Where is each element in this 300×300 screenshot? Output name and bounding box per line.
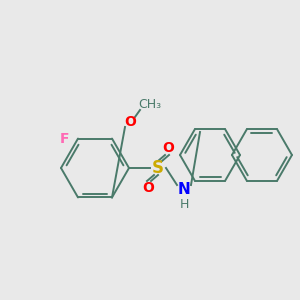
- Text: N: N: [178, 182, 190, 197]
- Text: CH₃: CH₃: [138, 98, 162, 112]
- Text: O: O: [142, 181, 154, 195]
- Text: O: O: [162, 141, 174, 155]
- Text: O: O: [124, 115, 136, 129]
- Text: F: F: [60, 132, 70, 145]
- Text: S: S: [152, 159, 164, 177]
- Text: H: H: [179, 197, 189, 211]
